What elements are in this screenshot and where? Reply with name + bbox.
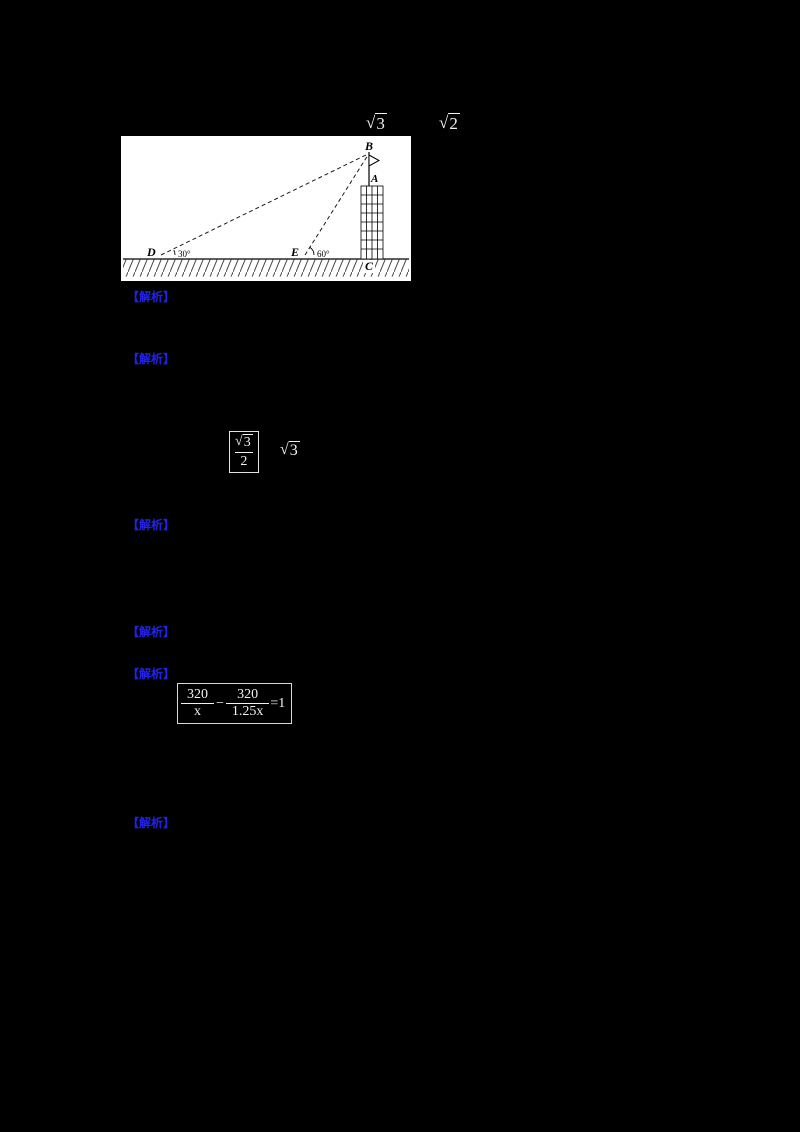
fraction-numerator: √ 3 — [235, 434, 253, 451]
sight-line-d-to-b — [160, 153, 369, 256]
angle-arc-e — [309, 247, 315, 256]
analysis-label-4[interactable]: 【解析】 — [127, 625, 176, 639]
math-sqrt2-top: √ 2 — [439, 113, 460, 134]
minus-operator: − — [216, 695, 224, 711]
numerator: 320 — [237, 687, 259, 702]
radicand: 2 — [448, 113, 460, 133]
radical-sign: √ — [235, 434, 243, 449]
analysis-label-2[interactable]: 【解析】 — [127, 352, 176, 366]
geometry-figure: B A C D E 30° 60° — [121, 136, 411, 281]
equation-fraction-2: 320 1.25x — [225, 687, 270, 720]
equation-fraction-1: 320 x — [181, 687, 214, 720]
point-label-b: B — [364, 139, 373, 153]
denominator: 1.25x — [225, 703, 270, 720]
angle-label-30: 30° — [178, 249, 191, 259]
analysis-label-1[interactable]: 【解析】 — [127, 290, 176, 304]
label-c-halo — [363, 260, 375, 273]
radicand: 3 — [288, 441, 300, 459]
ground-hatching — [123, 259, 409, 277]
sight-line-e-to-b — [304, 154, 369, 256]
radicand: 3 — [375, 113, 387, 133]
analysis-label-5[interactable]: 【解析】 — [127, 667, 176, 681]
geometry-figure-svg: B A C D E 30° 60° — [123, 139, 409, 277]
radicand: 3 — [242, 434, 253, 450]
angle-label-60: 60° — [317, 249, 330, 259]
point-label-c: C — [365, 259, 374, 273]
fraction-sqrt3-over-2: √ 3 2 — [229, 431, 259, 474]
point-label-d: D — [146, 245, 156, 259]
point-label-a: A — [370, 173, 378, 185]
radical-sign: √ — [280, 441, 289, 458]
math-sqrt3-inline: √ 3 — [280, 441, 300, 460]
equation-rhs: =1 — [270, 695, 286, 711]
analysis-label-3[interactable]: 【解析】 — [127, 518, 176, 532]
radical-sign: √ — [439, 113, 449, 132]
math-sqrt3-top: √ 3 — [366, 113, 387, 134]
tower — [360, 185, 384, 260]
numerator: 320 — [187, 687, 208, 702]
radical-sign: √ — [366, 113, 376, 132]
analysis-label-6[interactable]: 【解析】 — [127, 816, 176, 830]
denominator: x — [181, 703, 214, 720]
fraction-denominator: 2 — [235, 452, 253, 470]
point-label-e: E — [290, 245, 299, 259]
equation-box: 320 x − 320 1.25x =1 — [177, 683, 293, 725]
flag — [368, 154, 381, 167]
angle-arc-d — [173, 249, 176, 256]
